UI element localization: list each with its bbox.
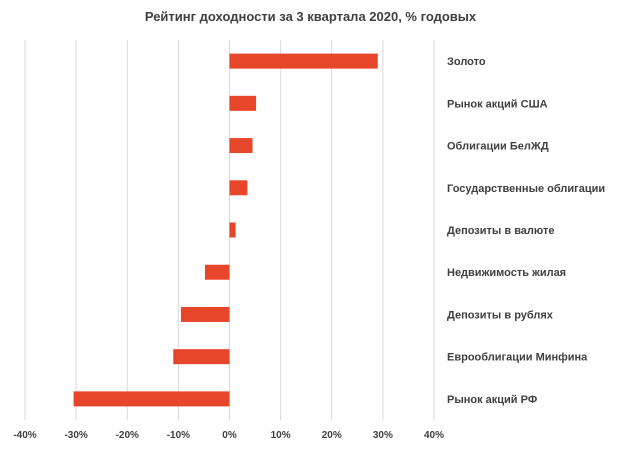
- category-label: Депозиты в рублях: [447, 309, 554, 321]
- category-label: Еврооблигации Минфина: [447, 352, 588, 364]
- bar: [229, 138, 253, 154]
- x-tick-label: -20%: [116, 430, 139, 441]
- bar: [73, 391, 230, 407]
- category-label: Государственные облигации: [447, 183, 605, 195]
- category-label: Недвижимость жилая: [447, 267, 566, 279]
- category-label: Депозиты в валюте: [447, 225, 555, 237]
- category-label: Рынок акций США: [447, 98, 548, 110]
- x-tick-label: 10%: [271, 430, 291, 441]
- bar: [229, 95, 257, 111]
- x-tick-label: -30%: [64, 430, 87, 441]
- category-label: Облигации БелЖД: [447, 141, 549, 153]
- bar: [229, 53, 378, 69]
- bars: [73, 53, 378, 407]
- x-tick-label: 40%: [424, 430, 444, 441]
- bar: [173, 349, 230, 365]
- bar: [180, 306, 230, 322]
- bar: [229, 180, 248, 196]
- x-tick-labels: -40% -30% -20% -10% 0% 10% 20% 30% 40%: [13, 430, 444, 441]
- category-label: Золото: [447, 56, 486, 68]
- category-label: Рынок акций РФ: [447, 394, 537, 406]
- x-tick-label: 30%: [373, 430, 393, 441]
- bar: [229, 222, 236, 238]
- x-tick-label: -40%: [13, 430, 36, 441]
- x-tick-label: 20%: [322, 430, 342, 441]
- x-tick-label: 0%: [222, 430, 237, 441]
- x-tick-label: -10%: [167, 430, 190, 441]
- bar: [204, 264, 230, 280]
- category-labels: Золото Рынок акций США Облигации БелЖД Госу…: [447, 56, 605, 406]
- chart-title: Рейтинг доходности за 3 квартала 2020, %…: [144, 9, 477, 24]
